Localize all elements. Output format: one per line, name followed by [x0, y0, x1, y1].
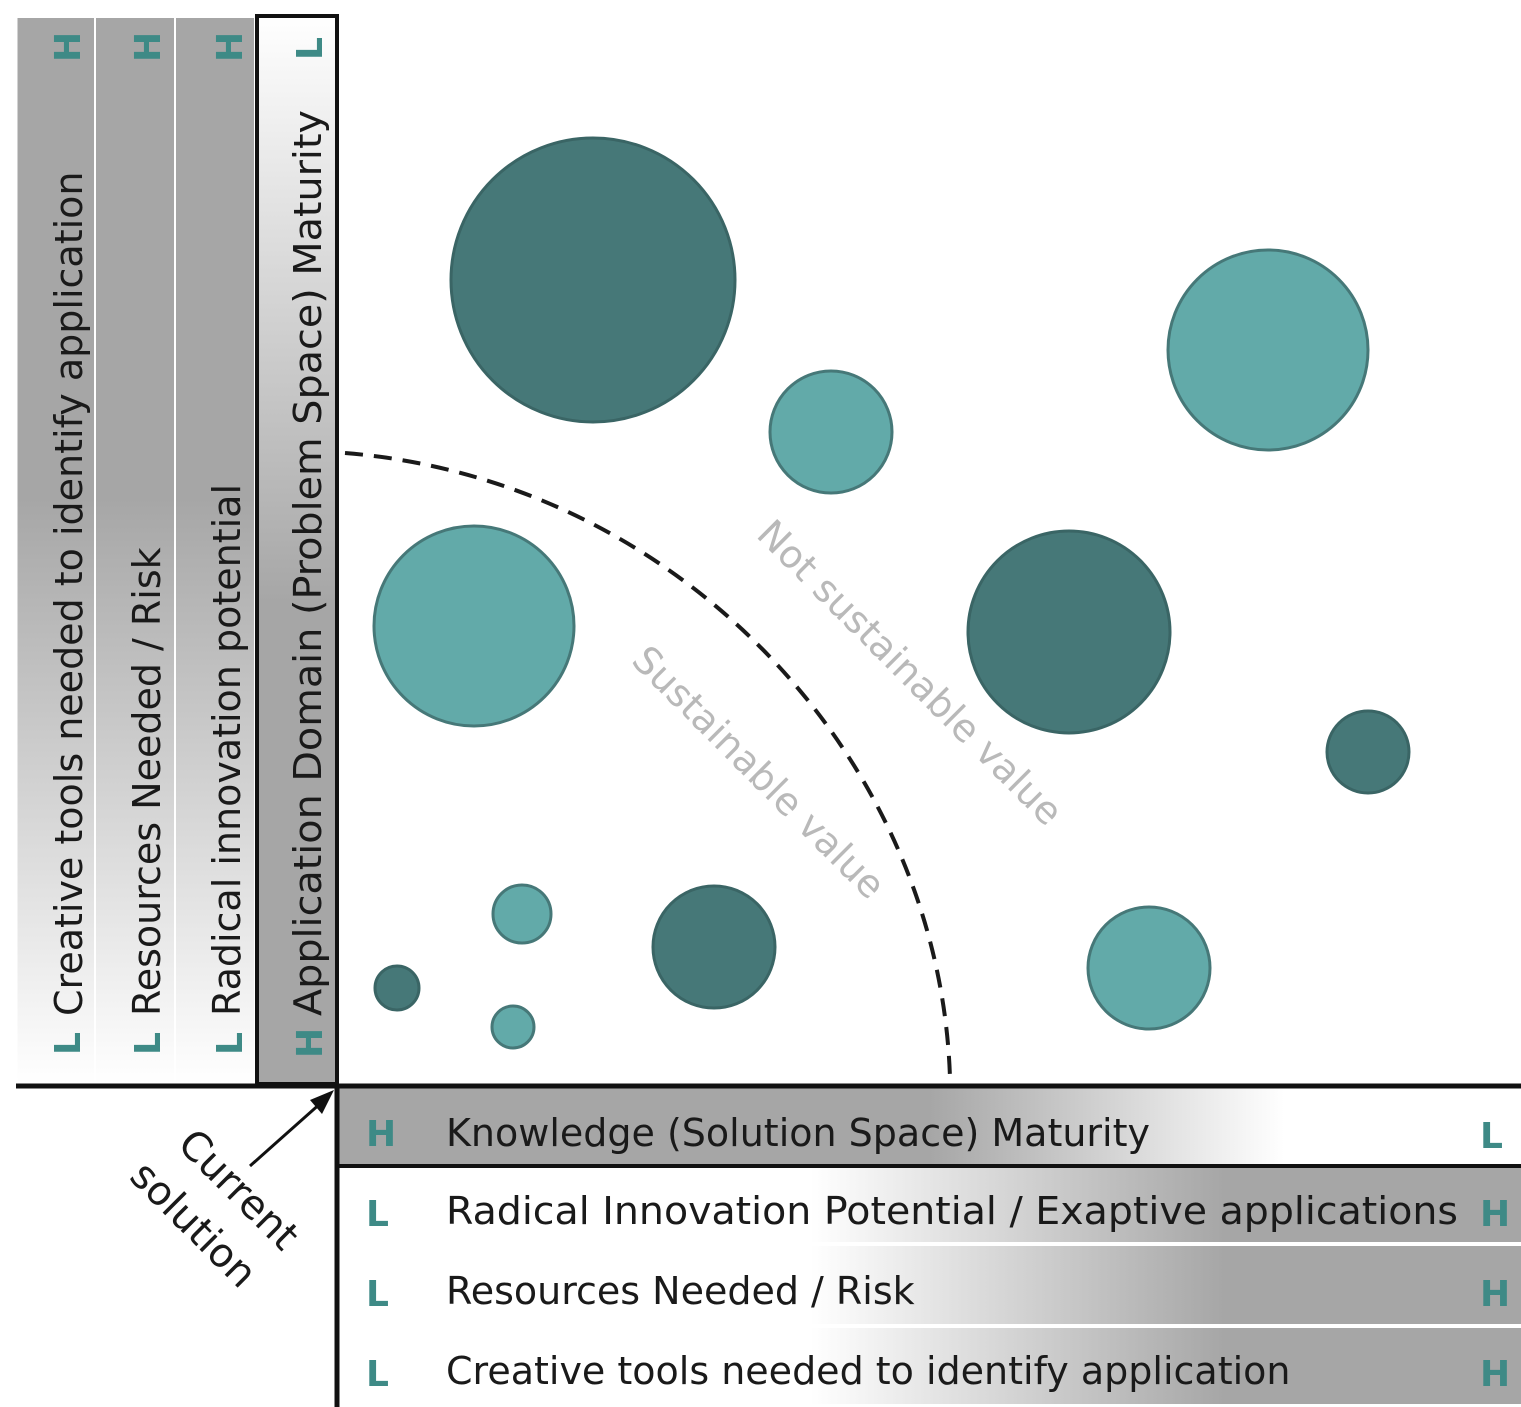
vertical-band-bottom-mark: H	[290, 1028, 331, 1058]
bubble-dark	[968, 531, 1170, 733]
vertical-band-bottom-mark: L	[128, 1032, 169, 1055]
horizontal-band-left-mark: L	[366, 1274, 389, 1315]
bubble-light	[492, 1006, 534, 1048]
vertical-band-top-mark: H	[48, 32, 89, 62]
bubble-light	[1168, 250, 1368, 450]
horizontal-band-0: H Knowledge (Solution Space) Maturity L	[337, 1086, 1521, 1166]
horizontal-band-right-mark: H	[1480, 1194, 1510, 1235]
horizontal-band-left-mark: H	[366, 1114, 396, 1155]
horizontal-band-label: Creative tools needed to identify applic…	[446, 1349, 1290, 1393]
horizontal-band-2: L Resources Needed / Risk H	[337, 1246, 1521, 1324]
vertical-band-label: Creative tools needed to identify applic…	[47, 172, 91, 1016]
vertical-band-1: Resources Needed / Risk L H	[96, 18, 174, 1084]
horizontal-band-left-mark: L	[366, 1194, 389, 1235]
bubble-light	[1088, 907, 1210, 1029]
bubble-light	[770, 371, 892, 493]
sustainable-value-label: Sustainable value	[624, 637, 894, 907]
vertical-band-top-mark: L	[290, 37, 331, 60]
horizontal-band-label: Radical Innovation Potential / Exaptive …	[446, 1189, 1458, 1233]
horizontal-band-right-mark: H	[1480, 1274, 1510, 1315]
horizontal-band-1: L Radical Innovation Potential / Exaptiv…	[337, 1168, 1521, 1242]
horizontal-band-label: Resources Needed / Risk	[446, 1269, 915, 1313]
vertical-band-label: Radical innovation potential	[205, 484, 249, 1016]
vertical-band-bottom-mark: L	[210, 1032, 251, 1055]
horizontal-band-right-mark: L	[1480, 1116, 1503, 1157]
bubble-dark	[375, 966, 419, 1010]
vertical-band-0: Creative tools needed to identify applic…	[16, 18, 94, 1084]
vertical-band-2: Radical innovation potential L H	[176, 18, 254, 1084]
bubble-dark	[451, 138, 735, 422]
callout-arrow-line	[250, 1102, 322, 1166]
bubble-light	[493, 885, 551, 943]
bubble-dark	[1327, 711, 1409, 793]
vertical-band-bottom-mark: L	[48, 1032, 89, 1055]
vertical-band-3: Application Domain (Problem Space) Matur…	[257, 16, 337, 1084]
bubble-dark	[653, 886, 775, 1008]
horizontal-band-label: Knowledge (Solution Space) Maturity	[446, 1111, 1150, 1155]
horizontal-band-left-mark: L	[366, 1354, 389, 1395]
horizontal-band-right-mark: H	[1480, 1354, 1510, 1395]
horizontal-band-3: L Creative tools needed to identify appl…	[337, 1328, 1521, 1404]
bubble-light	[374, 526, 574, 726]
vertical-band-label: Application Domain (Problem Space) Matur…	[286, 110, 330, 1016]
vertical-band-label: Resources Needed / Risk	[125, 547, 169, 1016]
vertical-band-top-mark: H	[128, 32, 169, 62]
vertical-band-top-mark: H	[210, 32, 251, 62]
